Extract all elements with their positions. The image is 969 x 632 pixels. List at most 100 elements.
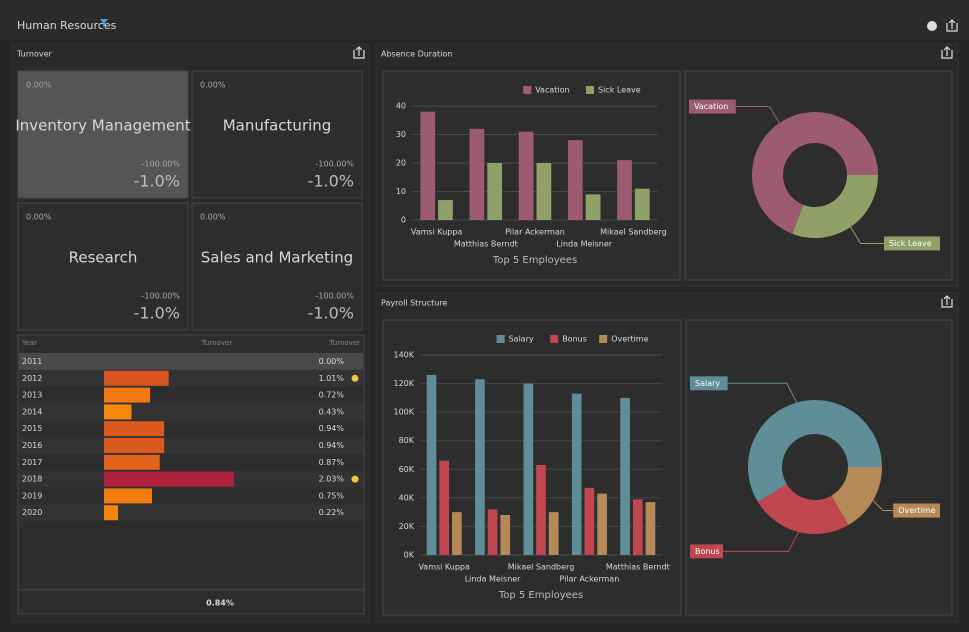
- bar: [645, 502, 656, 555]
- bar: [439, 460, 450, 555]
- panel-title: Turnover: [16, 50, 53, 59]
- column-header: Turnover: [329, 339, 361, 347]
- year-cell: 2016: [22, 441, 42, 450]
- bar: [620, 397, 630, 555]
- y-tick-label: 10: [396, 187, 406, 196]
- indicator: [351, 374, 359, 382]
- bar: [500, 515, 511, 555]
- export-icon[interactable]: [946, 19, 958, 32]
- export-icon[interactable]: [941, 295, 953, 308]
- year-cell: 2017: [22, 458, 42, 467]
- x-tick-label: Linda Meisner: [556, 240, 612, 249]
- export-icon[interactable]: [941, 46, 953, 59]
- pie-slice: [831, 467, 882, 526]
- y-tick-label: 120K: [393, 379, 414, 388]
- legend-label: Vacation: [535, 86, 569, 95]
- card-value: -1.0%: [308, 304, 354, 323]
- bar: [571, 393, 582, 555]
- leader-line: [735, 106, 780, 124]
- pie-slice: [748, 399, 882, 503]
- y-tick-label: 40: [396, 102, 406, 111]
- grid-row: [19, 403, 363, 421]
- bar: [469, 128, 485, 220]
- card-value: -1.0%: [134, 172, 180, 191]
- leader-line: [850, 226, 884, 244]
- pie-label-box: [893, 503, 940, 518]
- bar: [632, 499, 643, 555]
- turnover-cell: 0.22%: [319, 508, 345, 517]
- card: [17, 70, 189, 199]
- bar: [584, 487, 595, 555]
- legend-swatch: [496, 335, 505, 343]
- turnover-bar: [104, 471, 234, 487]
- pie-label-box: [690, 544, 723, 559]
- x-tick-label: Pilar Ackerman: [505, 228, 565, 237]
- chart-frame: [685, 319, 953, 616]
- pie-label-box: [690, 376, 728, 391]
- column-header: Turnover: [201, 339, 233, 347]
- turnover-cell: 0.75%: [319, 491, 345, 500]
- y-tick-label: 100K: [393, 408, 414, 417]
- grid-row: [19, 504, 363, 521]
- turnover-cell: 0.94%: [319, 441, 345, 450]
- year-cell: 2013: [22, 391, 42, 400]
- turnover-bar: [104, 387, 151, 403]
- grid-row: [19, 437, 363, 454]
- card-low: -100.00%: [316, 292, 355, 301]
- x-tick-label: Linda Meisner: [465, 575, 521, 584]
- bar: [426, 375, 437, 555]
- legend-label: Bonus: [562, 335, 587, 344]
- bar: [523, 383, 534, 555]
- x-tick-label: Pilar Ackerman: [560, 575, 620, 584]
- legend-swatch: [586, 86, 594, 94]
- card-low: -100.00%: [142, 160, 181, 169]
- card: [17, 202, 189, 331]
- palette-icon[interactable]: [927, 21, 937, 31]
- pie-label: Sick Leave: [889, 239, 932, 248]
- export-icon[interactable]: [353, 46, 365, 59]
- card-low: -100.00%: [316, 160, 355, 169]
- pie-label: Bonus: [695, 547, 720, 556]
- legend-label: Sick Leave: [598, 86, 641, 95]
- grid-row: [19, 386, 363, 404]
- card-top: 0.00%: [200, 213, 226, 222]
- pie-label-box: [689, 99, 736, 114]
- panel-title: Payroll Structure: [381, 299, 447, 308]
- pie-slice: [757, 484, 849, 534]
- x-tick-label: Vamsi Kuppa: [411, 228, 463, 237]
- bar: [518, 131, 534, 220]
- x-axis-title: Top 5 Employees: [492, 255, 577, 266]
- legend-swatch: [599, 335, 608, 343]
- year-cell: 2011: [22, 357, 42, 366]
- grid-row: [19, 420, 363, 437]
- turnover-bar: [104, 488, 152, 504]
- card: [191, 202, 363, 331]
- column-header: Year: [21, 339, 37, 347]
- card-value: -1.0%: [134, 304, 180, 323]
- year-cell: 2015: [22, 424, 42, 433]
- card-name: Research: [69, 249, 138, 267]
- bar: [617, 160, 632, 220]
- grid-row: [19, 369, 363, 387]
- turnover-cell: 0.72%: [319, 391, 345, 400]
- legend-label: Salary: [509, 335, 534, 344]
- card-top: 0.00%: [26, 213, 52, 222]
- turnover-cell: 0.00%: [319, 357, 345, 366]
- panel-title: Absence Duration: [381, 50, 452, 59]
- pie-slice: [792, 175, 878, 239]
- grid-row: [19, 353, 363, 370]
- card: [191, 70, 363, 199]
- leader-line: [872, 500, 894, 512]
- turnover-bar: [104, 404, 132, 420]
- year-cell: 2018: [22, 475, 42, 484]
- turnover-cell: 2.03%: [319, 475, 345, 484]
- bar: [475, 379, 485, 555]
- bar: [536, 163, 552, 220]
- leader-line: [723, 531, 799, 552]
- filter-icon[interactable]: [100, 19, 108, 27]
- x-tick-label: Matthias Berndt: [454, 240, 518, 249]
- turnover-bar: [104, 505, 119, 521]
- y-tick-label: 80K: [399, 436, 415, 445]
- y-tick-label: 0K: [404, 551, 415, 560]
